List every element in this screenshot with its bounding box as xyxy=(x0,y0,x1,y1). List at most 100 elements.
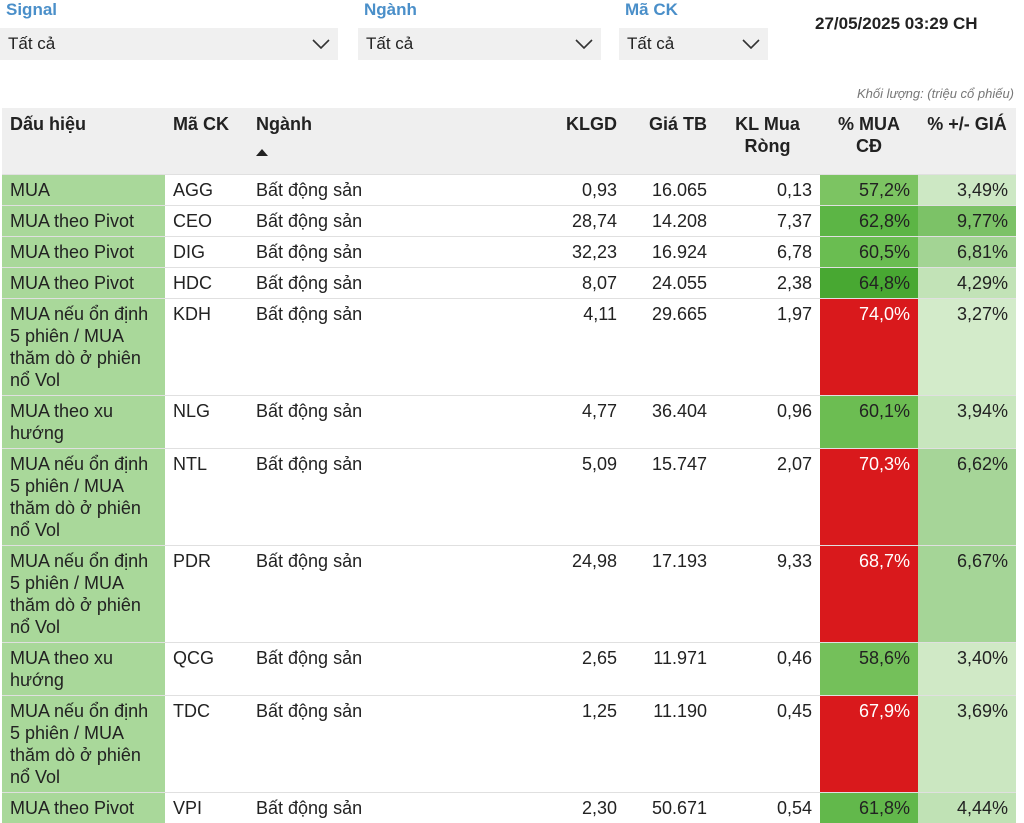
table-cell: 24,98 xyxy=(515,546,625,643)
table-cell: KDH xyxy=(165,299,248,396)
table-cell: 16.924 xyxy=(625,237,715,268)
header-row: Dấu hiệu Mã CK Ngành KLGD Giá TB KL Mua Ròng%… xyxy=(2,108,1016,175)
table-cell: HDC xyxy=(165,268,248,299)
filter-label: Ngành xyxy=(358,0,601,28)
header-text: Dấu hiệu xyxy=(10,114,86,134)
table-cell: MUA theo Pivot xyxy=(2,793,165,823)
table-cell: Bất động sản xyxy=(248,643,515,696)
table-cell: MUA nếu ổn định 5 phiên / MUA thăm dò ở … xyxy=(2,696,165,793)
table-cell: 14.208 xyxy=(625,206,715,237)
chevron xyxy=(312,39,330,49)
unit-note: Khối lượng: (triệu cổ phiếu) xyxy=(857,86,1014,101)
table-cell: 0,46 xyxy=(715,643,820,696)
table-cell: CEO xyxy=(165,206,248,237)
table-cell: MUA theo Pivot xyxy=(2,237,165,268)
table-cell: 3,94% xyxy=(918,396,1016,449)
column-header[interactable]: Mã CK xyxy=(165,108,248,175)
table-cell: 5,09 xyxy=(515,449,625,546)
filter-label: Signal xyxy=(0,0,338,28)
chevron xyxy=(742,39,760,49)
table-cell: MUA xyxy=(2,175,165,206)
column-header[interactable]: Dấu hiệu xyxy=(2,108,165,175)
table-cell: MUA theo Pivot xyxy=(2,206,165,237)
header-text: Giá TB xyxy=(649,114,707,134)
sort-arrow xyxy=(256,149,268,156)
table-cell: 57,2% xyxy=(820,175,918,206)
table-cell: 2,65 xyxy=(515,643,625,696)
table-cell: 17.193 xyxy=(625,546,715,643)
table-cell: Bất động sản xyxy=(248,546,515,643)
table-cell: 28,74 xyxy=(515,206,625,237)
table-cell: MUA theo Pivot xyxy=(2,268,165,299)
table-cell: 0,96 xyxy=(715,396,820,449)
signal-table: Dấu hiệu Mã CK Ngành KLGD Giá TB KL Mua Ròng%… xyxy=(2,108,1016,823)
table-cell: NTL xyxy=(165,449,248,546)
table-cell: 2,30 xyxy=(515,793,625,823)
header-text: Mã CK xyxy=(173,114,229,134)
table-cell: 16.065 xyxy=(625,175,715,206)
table-cell: 0,45 xyxy=(715,696,820,793)
column-header[interactable]: KL Mua Ròng xyxy=(715,108,820,175)
column-header[interactable]: Ngành xyxy=(248,108,515,175)
table-cell: 4,44% xyxy=(918,793,1016,823)
table-cell: Bất động sản xyxy=(248,793,515,823)
table-cell: VPI xyxy=(165,793,248,823)
table-cell: 3,69% xyxy=(918,696,1016,793)
filter-dropdown[interactable]: Tất cả xyxy=(0,28,338,60)
table-cell: 50.671 xyxy=(625,793,715,823)
table-cell: 60,5% xyxy=(820,237,918,268)
table-cell: DIG xyxy=(165,237,248,268)
table-cell: 67,9% xyxy=(820,696,918,793)
filter: Ngành Tất cả xyxy=(358,0,601,60)
table-cell: Bất động sản xyxy=(248,268,515,299)
table-cell: 3,49% xyxy=(918,175,1016,206)
table-cell: 6,62% xyxy=(918,449,1016,546)
table-cell: MUA nếu ổn định 5 phiên / MUA thăm dò ở … xyxy=(2,299,165,396)
chevron xyxy=(575,39,593,49)
column-header[interactable]: % +/- GIÁ xyxy=(918,108,1016,175)
header-text: KLGD xyxy=(566,114,617,134)
filter-dropdown[interactable]: Tất cả xyxy=(358,28,601,60)
table-cell: QCG xyxy=(165,643,248,696)
column-header[interactable]: Giá TB xyxy=(625,108,715,175)
header-text: Ngành xyxy=(256,114,312,134)
table-cell: Bất động sản xyxy=(248,206,515,237)
table-cell: 2,07 xyxy=(715,449,820,546)
table-row: MUA nếu ổn định 5 phiên / MUA thăm dò ở … xyxy=(2,546,1016,643)
filter-value: Tất cả xyxy=(366,34,413,54)
table-cell: 32,23 xyxy=(515,237,625,268)
table-cell: 8,07 xyxy=(515,268,625,299)
table-cell: Bất động sản xyxy=(248,696,515,793)
header-text: % MUA CĐ xyxy=(838,114,900,156)
table-cell: 6,67% xyxy=(918,546,1016,643)
table-row: MUA nếu ổn định 5 phiên / MUA thăm dò ở … xyxy=(2,696,1016,793)
table-cell: 36.404 xyxy=(625,396,715,449)
table-cell: 74,0% xyxy=(820,299,918,396)
table-cell: 64,8% xyxy=(820,268,918,299)
table-cell: 60,1% xyxy=(820,396,918,449)
table-cell: 6,78 xyxy=(715,237,820,268)
table-cell: Bất động sản xyxy=(248,396,515,449)
table-cell: 9,33 xyxy=(715,546,820,643)
table-cell: 11.190 xyxy=(625,696,715,793)
table-cell: TDC xyxy=(165,696,248,793)
header-text: KL Mua Ròng xyxy=(735,114,800,156)
table-cell: 1,25 xyxy=(515,696,625,793)
header-text: % +/- GIÁ xyxy=(927,114,1007,134)
table-cell: 4,29% xyxy=(918,268,1016,299)
column-header[interactable]: % MUA CĐ xyxy=(820,108,918,175)
table-cell: MUA theo xu hướng xyxy=(2,396,165,449)
column-header[interactable]: KLGD xyxy=(515,108,625,175)
table-cell: PDR xyxy=(165,546,248,643)
table-cell: 3,40% xyxy=(918,643,1016,696)
table-row: MUA nếu ổn định 5 phiên / MUA thăm dò ở … xyxy=(2,299,1016,396)
filter-dropdown[interactable]: Tất cả xyxy=(619,28,768,60)
